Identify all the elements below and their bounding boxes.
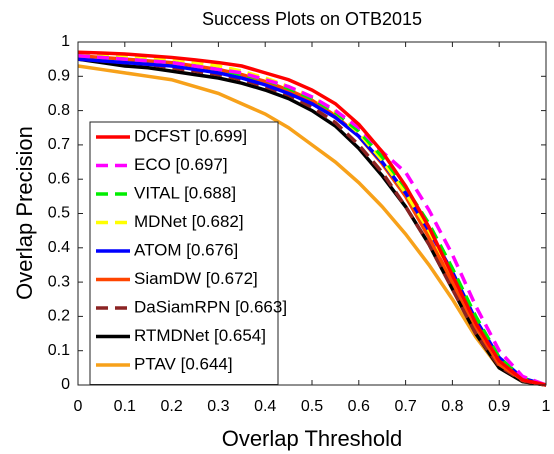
series-line: [77, 50, 547, 387]
legend-label: DCFST [0.699]: [134, 126, 247, 145]
plot-frame: [77, 41, 547, 386]
legend-label: ATOM [0.676]: [134, 240, 238, 259]
series-line: [77, 57, 547, 387]
y-tick-label: 0.2: [48, 308, 70, 325]
y-tick-label: 0.7: [48, 136, 70, 153]
legend-label: DaSiamRPN [0.663]: [134, 297, 287, 316]
x-tick-label: 0.3: [207, 398, 229, 415]
y-tick-label: 0.3: [48, 273, 70, 290]
x-tick-label: 1: [542, 398, 551, 415]
x-tick-label: 0.9: [488, 398, 510, 415]
y-tick-label: 0: [61, 376, 70, 393]
series-line: [77, 64, 547, 387]
legend-label: ECO [0.697]: [134, 155, 228, 174]
x-tick-label: 0: [74, 398, 83, 415]
chart-title: Success Plots on OTB2015: [202, 9, 422, 29]
legend-label: PTAV [0.644]: [134, 354, 233, 373]
series-line: [77, 53, 547, 387]
x-tick-label: 0.8: [441, 398, 463, 415]
y-tick-label: 0.6: [48, 170, 70, 187]
y-tick-label: 0.4: [48, 239, 70, 256]
y-tick-label: 1: [61, 33, 70, 50]
x-tick-label: 0.6: [348, 398, 370, 415]
x-tick-label: 0.1: [114, 398, 136, 415]
y-axis-label: Overlap Precision: [12, 126, 37, 300]
x-tick-label: 0.4: [254, 398, 276, 415]
legend-label: MDNet [0.682]: [134, 212, 244, 231]
y-tick-label: 0.9: [48, 68, 70, 85]
x-tick-label: 0.7: [394, 398, 416, 415]
legend-label: RTMDNet [0.654]: [134, 326, 266, 345]
y-tick-label: 0.5: [48, 205, 70, 222]
y-tick-label: 0.8: [48, 102, 70, 119]
legend-label: VITAL [0.688]: [134, 183, 236, 202]
x-tick-label: 0.2: [160, 398, 182, 415]
x-axis-label: Overlap Threshold: [222, 426, 403, 451]
legend-label: SiamDW [0.672]: [134, 269, 258, 288]
x-tick-label: 0.5: [301, 398, 323, 415]
y-tick-label: 0.1: [48, 342, 70, 359]
